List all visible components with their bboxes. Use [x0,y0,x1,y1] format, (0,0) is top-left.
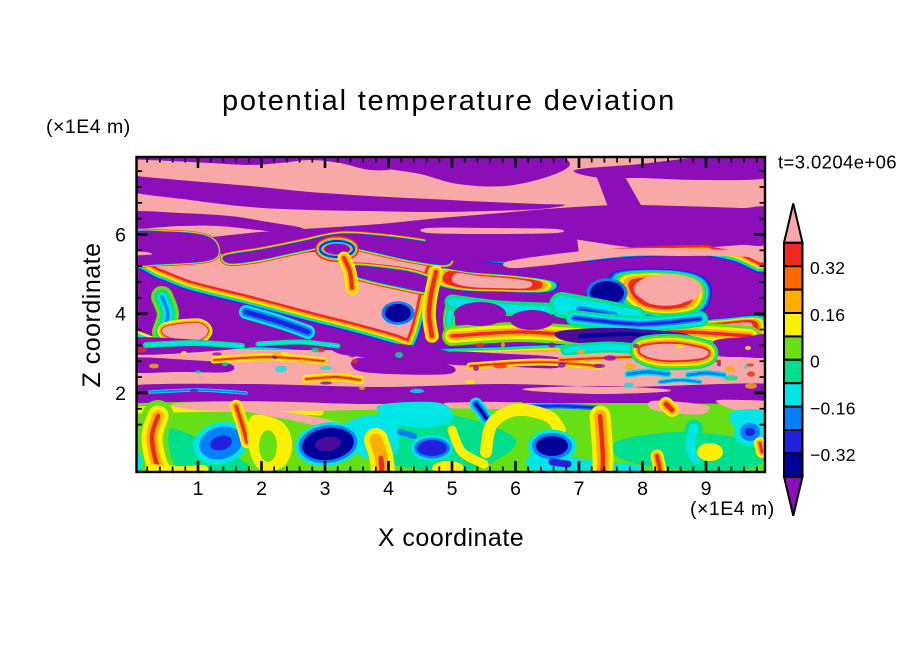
svg-text:Z coordinate: Z coordinate [78,243,106,388]
svg-text:8: 8 [637,478,648,500]
svg-text:0.16: 0.16 [810,305,845,325]
svg-text:6: 6 [510,478,521,500]
svg-text:9: 9 [701,478,712,500]
svg-text:4: 4 [383,478,394,500]
svg-text:5: 5 [447,478,458,500]
svg-text:4: 4 [115,304,126,326]
svg-text:1: 1 [193,478,204,500]
svg-text:−0.16: −0.16 [810,398,856,418]
svg-text:3: 3 [320,478,331,500]
svg-text:−0.32: −0.32 [810,445,856,465]
svg-text:(×1E4 m): (×1E4 m) [690,498,775,520]
svg-text:0: 0 [810,352,820,372]
svg-text:2: 2 [115,383,126,405]
svg-text:7: 7 [574,478,585,500]
svg-text:0.32: 0.32 [810,258,845,278]
svg-text:6: 6 [115,225,126,247]
svg-text:(×1E4 m): (×1E4 m) [46,116,131,138]
svg-text:2: 2 [256,478,267,500]
svg-text:t=3.0204e+06: t=3.0204e+06 [778,152,897,173]
svg-text:potential temperature deviatio: potential temperature deviation [222,85,676,117]
svg-text:X coordinate: X coordinate [378,524,524,552]
